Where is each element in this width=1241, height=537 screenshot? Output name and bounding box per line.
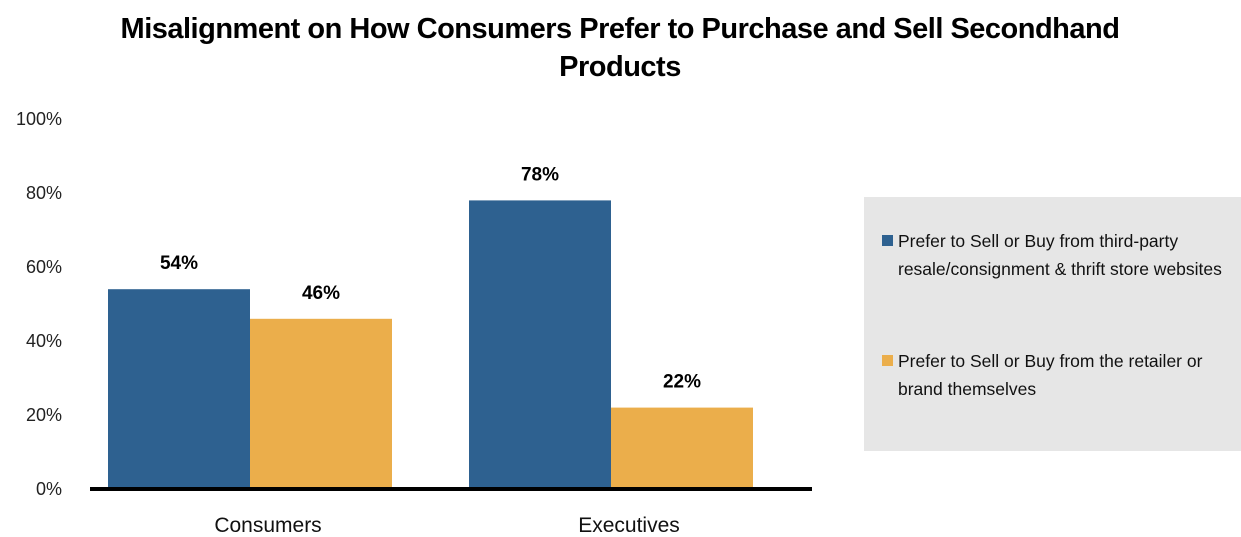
data-label-executives-series-1: 78% <box>521 164 559 185</box>
y-tick-label: 40% <box>26 331 62 351</box>
y-tick-label: 80% <box>26 183 62 203</box>
legend: Prefer to Sell or Buy from third-party r… <box>864 197 1241 451</box>
bar-executives-series-2 <box>611 407 753 489</box>
bar-consumers-series-2 <box>250 318 392 489</box>
bar-consumers-series-1 <box>108 289 250 489</box>
y-tick-label: 60% <box>26 257 62 277</box>
bar-executives-series-1 <box>469 200 611 489</box>
y-tick-label: 20% <box>26 405 62 425</box>
chart-title: Misalignment on How Consumers Prefer to … <box>120 13 1120 83</box>
x-axis-ticks: Consumers Executives <box>214 514 679 537</box>
legend-label-series-2: Prefer to Sell or Buy from the retailer … <box>898 351 1203 399</box>
y-axis-ticks: 0% 20% 40% 60% 80% 100% <box>16 109 62 499</box>
data-labels: 54% 46% 78% 22% <box>160 164 701 392</box>
legend-item-series-1: Prefer to Sell or Buy from third-party r… <box>882 227 1237 283</box>
legend-item-series-2: Prefer to Sell or Buy from the retailer … <box>882 347 1237 403</box>
legend-swatch-series-1 <box>882 235 893 246</box>
bars <box>108 200 753 489</box>
y-tick-label: 0% <box>36 479 62 499</box>
data-label-consumers-series-2: 46% <box>302 283 340 304</box>
legend-swatch-series-2 <box>882 355 893 366</box>
data-label-consumers-series-1: 54% <box>160 253 198 274</box>
data-label-executives-series-2: 22% <box>663 372 701 393</box>
x-tick-label-executives: Executives <box>578 514 680 537</box>
x-tick-label-consumers: Consumers <box>214 514 321 537</box>
legend-label-series-1: Prefer to Sell or Buy from third-party r… <box>898 231 1222 279</box>
y-tick-label: 100% <box>16 109 62 129</box>
